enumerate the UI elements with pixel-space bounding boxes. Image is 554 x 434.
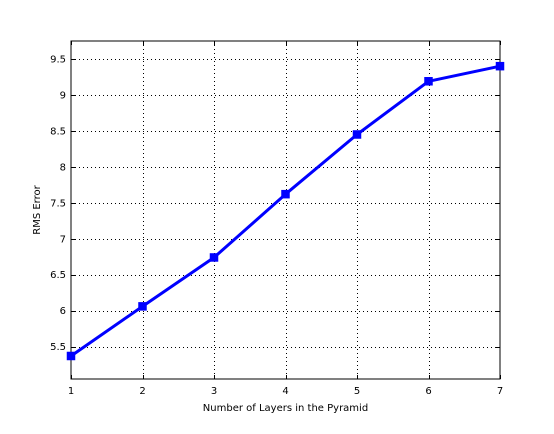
x-tick-label: 2	[139, 386, 145, 397]
data-point	[138, 302, 147, 311]
x-tick-label: 6	[425, 386, 431, 397]
y-tick-label: 7	[60, 234, 66, 245]
data-point	[66, 351, 76, 361]
y-tick-label: 6.5	[50, 270, 66, 281]
y-tick-labels: 5.5 6 6.5 7 7.5 8 8.5 9 9.5	[50, 54, 66, 353]
x-tick-label: 1	[68, 386, 74, 397]
y-tick-label: 8.5	[50, 126, 66, 137]
x-tick-label: 4	[282, 386, 288, 397]
plot-background	[71, 41, 500, 379]
y-tick-label: 5.5	[50, 342, 66, 353]
y-tick-label: 6	[60, 306, 66, 317]
plot-frame	[70, 40, 501, 380]
x-tick-label: 5	[354, 386, 360, 397]
x-tick-label: 7	[497, 386, 503, 397]
series-layer	[66, 61, 505, 361]
data-point	[281, 189, 290, 199]
data-point	[424, 77, 433, 86]
x-tick-label: 3	[211, 386, 217, 397]
y-tick-label: 9	[60, 90, 66, 101]
y-tick-label: 7.5	[50, 198, 66, 209]
x-axis-label: Number of Layers in the Pyramid	[203, 403, 368, 414]
y-tick-label: 9.5	[50, 54, 66, 65]
x-tick-labels: 1 2 3 4 5 6 7	[68, 386, 503, 397]
data-point	[352, 130, 362, 139]
data-point	[209, 253, 219, 262]
y-axis-label: RMS Error	[32, 184, 43, 234]
grid-lines	[71, 41, 500, 379]
y-tick-label: 8	[60, 162, 66, 173]
data-point	[495, 61, 505, 71]
